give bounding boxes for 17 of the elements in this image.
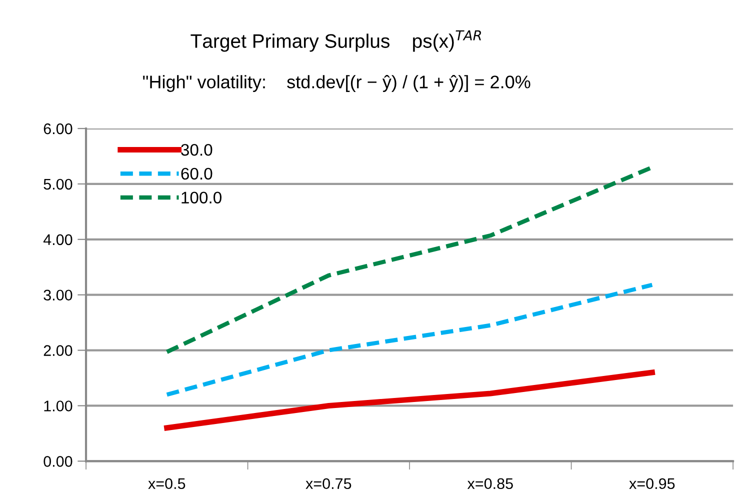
line-series <box>164 282 654 397</box>
y-tick-label: 5.00 <box>44 178 72 190</box>
legend-label: 60.0 <box>181 168 212 180</box>
y-tick-label: 2.00 <box>44 345 72 356</box>
y-tick-label: 3.00 <box>44 290 72 301</box>
y-tick-label: 1.00 <box>44 400 72 412</box>
chart-title: Target Primary Surplus ps(x)$^{TAR}$ <box>190 30 481 52</box>
legend-label: 30.0 <box>181 144 212 156</box>
x-tick-label: x=0.95 <box>629 478 675 490</box>
x-tick-label: x=0.75 <box>306 478 352 490</box>
legend-label: 100.0 <box>182 192 222 204</box>
chart-subtitle: "High" volatility: std.dev[(r − ŷ) / (1 + ŷ)] = 2.0% <box>143 75 530 92</box>
y-tick-label: 6.00 <box>44 123 72 134</box>
y-tick-label: 0.00 <box>44 456 72 467</box>
x-tick-label: x=0.85 <box>467 478 513 490</box>
x-tick-label: x=0.5 <box>148 478 186 490</box>
y-tick-label: 4.00 <box>43 234 72 246</box>
